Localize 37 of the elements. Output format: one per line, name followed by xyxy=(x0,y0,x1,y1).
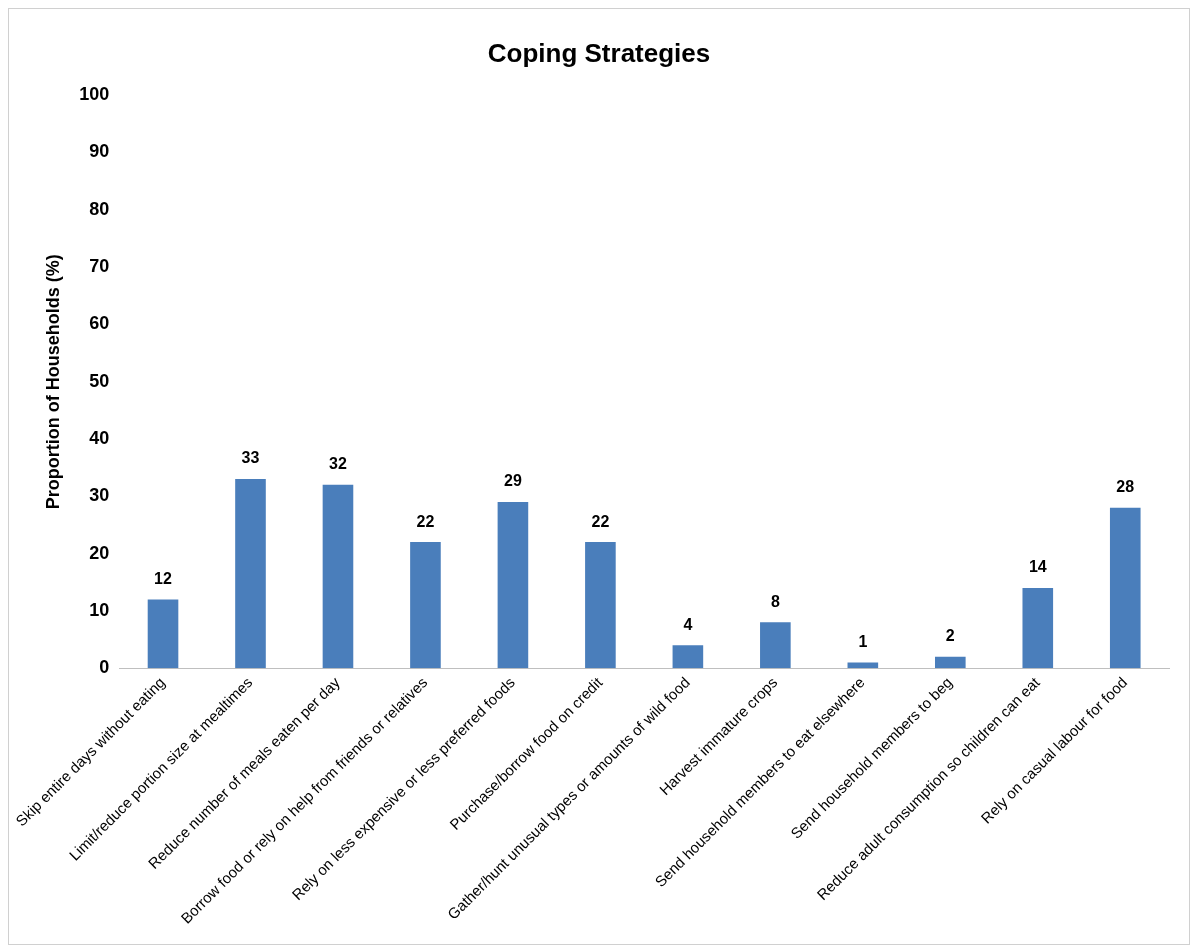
bar xyxy=(585,542,616,669)
data-label: 8 xyxy=(770,592,780,610)
bar xyxy=(410,542,441,669)
bar xyxy=(235,479,266,669)
y-tick-label: 30 xyxy=(89,485,110,506)
y-tick-label: 10 xyxy=(89,599,110,620)
y-tick-label: 60 xyxy=(89,313,110,334)
data-label: 28 xyxy=(1116,478,1135,496)
bar xyxy=(935,656,966,669)
y-tick-label: 70 xyxy=(89,256,110,277)
y-tick-label: 90 xyxy=(89,141,110,162)
bar xyxy=(147,599,179,669)
data-label: 22 xyxy=(416,512,435,530)
bar xyxy=(672,645,704,669)
data-label: 29 xyxy=(504,472,522,490)
data-label: 32 xyxy=(329,455,347,473)
bar xyxy=(322,484,354,669)
y-tick-label: 20 xyxy=(89,542,110,563)
data-label: 2 xyxy=(945,627,955,645)
y-tick-label: 0 xyxy=(99,657,110,678)
y-tick-label: 40 xyxy=(89,427,110,448)
y-tick-label: 80 xyxy=(89,198,110,219)
bar xyxy=(847,662,879,669)
data-label: 14 xyxy=(1028,558,1047,576)
data-label: 33 xyxy=(241,449,260,467)
bar xyxy=(497,502,529,669)
y-tick-label: 50 xyxy=(89,370,110,391)
data-label: 1 xyxy=(858,632,868,650)
chart-title: Coping Strategies xyxy=(487,37,711,68)
bar xyxy=(760,622,791,669)
data-label: 12 xyxy=(154,569,173,587)
bar xyxy=(1109,507,1141,669)
bar xyxy=(1022,587,1054,669)
data-label: 22 xyxy=(591,512,610,530)
data-label: 4 xyxy=(683,615,693,633)
y-axis-title: Proportion of Households (%) xyxy=(43,254,64,510)
y-tick-label: 100 xyxy=(79,84,110,105)
